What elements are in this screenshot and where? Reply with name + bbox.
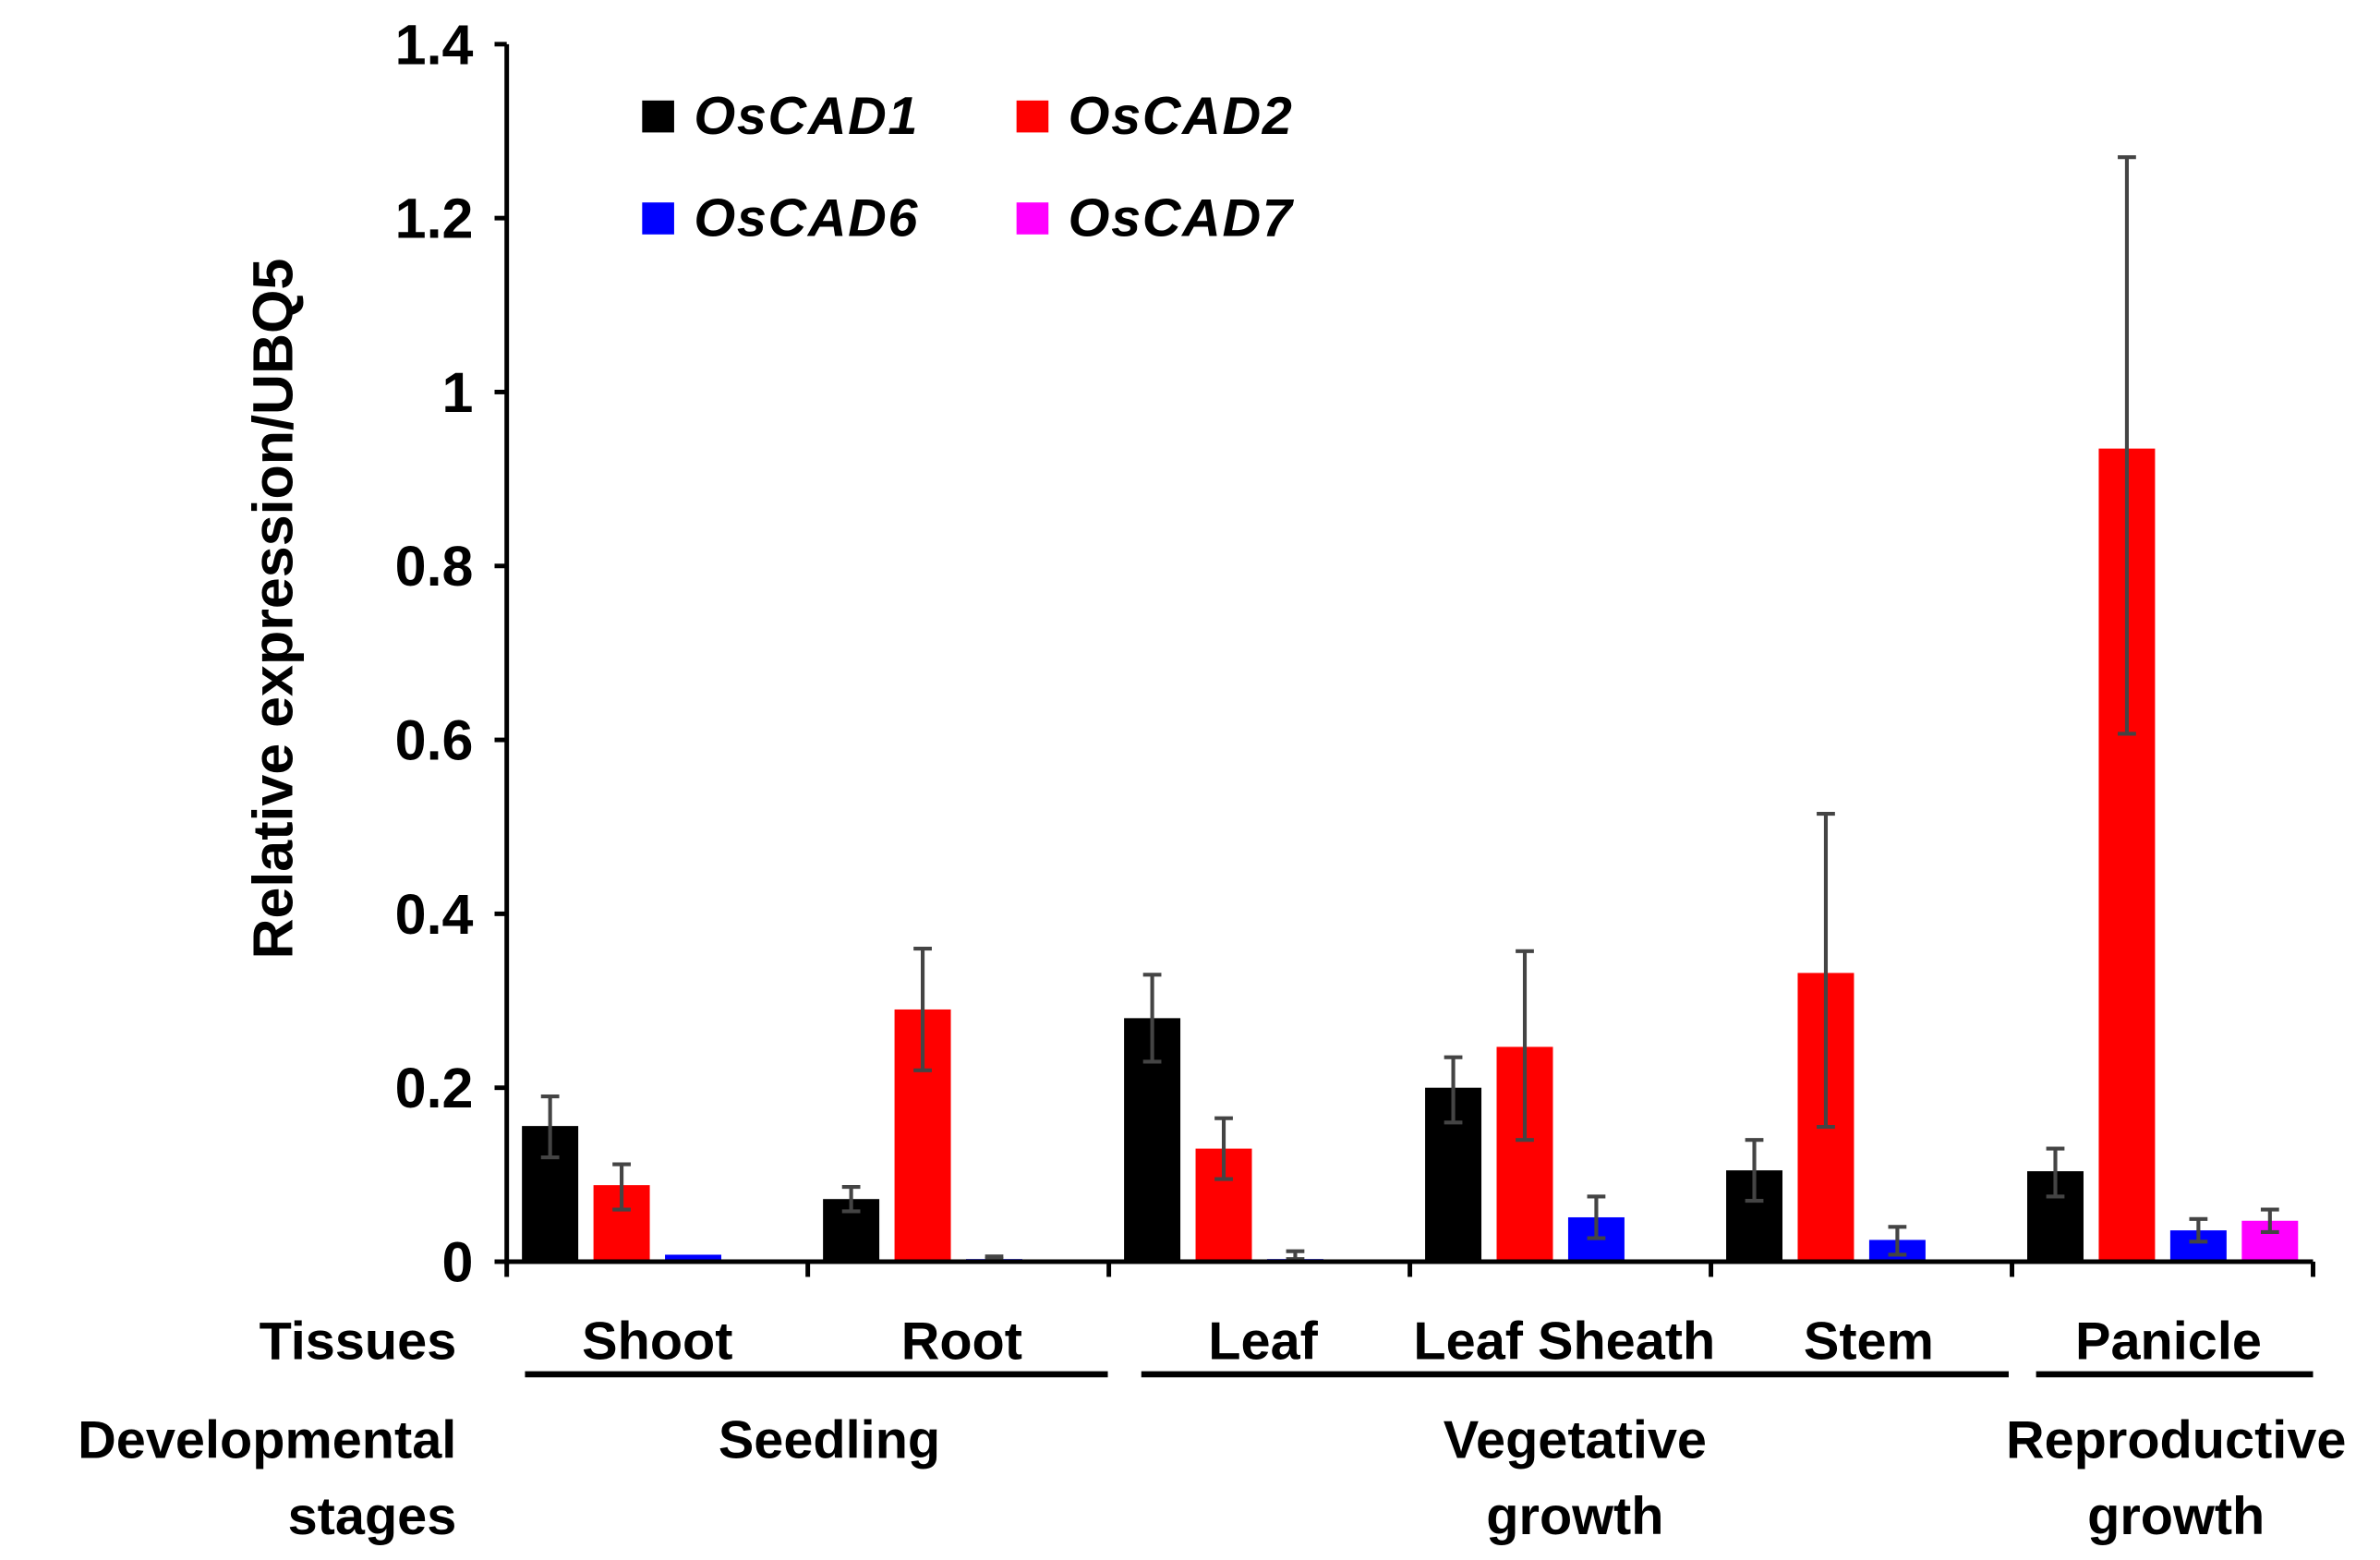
legend-swatch bbox=[1016, 100, 1049, 133]
legend-label: OsCAD7 bbox=[1069, 188, 1295, 248]
legend-label: OsCAD2 bbox=[1069, 87, 1294, 146]
y-axis: 0 0.2 0.4 0.6 0.8 1 1.2 1.4 bbox=[395, 13, 510, 1293]
stage-label: Seedling bbox=[719, 1411, 940, 1470]
x-axis bbox=[504, 1259, 2315, 1277]
category-labels: Shoot Root Leaf Leaf Sheath Stem Panicle Seedl… bbox=[525, 1312, 2346, 1546]
legend-label: OsCAD6 bbox=[694, 188, 919, 248]
y-tick-label: 1.4 bbox=[395, 13, 474, 76]
stage-label: Reproductive bbox=[2006, 1411, 2346, 1470]
tissue-label: Root bbox=[901, 1312, 1022, 1371]
tissue-label: Leaf Sheath bbox=[1413, 1312, 1715, 1371]
tissue-label: Leaf bbox=[1208, 1312, 1318, 1371]
tissue-label: Shoot bbox=[582, 1312, 732, 1371]
y-tick-label: 0.6 bbox=[395, 708, 474, 771]
y-tick-label: 1 bbox=[442, 361, 474, 424]
tissue-label: Panicle bbox=[2075, 1312, 2262, 1371]
tissue-label: Stem bbox=[1804, 1312, 1934, 1371]
legend-label: OsCAD1 bbox=[694, 87, 919, 146]
legend: OsCAD1 OsCAD2 OsCAD6 OsCAD7 bbox=[642, 87, 1295, 248]
y-tick-label: 0.8 bbox=[395, 535, 474, 598]
y-tick-label: 0 bbox=[442, 1230, 474, 1293]
stage-label: Vegetative bbox=[1444, 1411, 1707, 1470]
tissues-row-label: Tissues bbox=[260, 1312, 457, 1371]
y-tick-label: 0.4 bbox=[395, 883, 474, 946]
stages-row-label-line2: stages bbox=[288, 1487, 457, 1546]
bar-OsCAD6-Shoot bbox=[665, 1254, 722, 1262]
y-tick-label: 1.2 bbox=[395, 187, 474, 250]
stage-label-line2: growth bbox=[1486, 1487, 1663, 1546]
y-tick-label: 0.2 bbox=[395, 1057, 474, 1119]
legend-swatch bbox=[1016, 202, 1049, 235]
stages-row-label-line1: Developmental bbox=[78, 1411, 456, 1470]
y-axis-label: Relative expression/UBQ5 bbox=[241, 259, 304, 960]
stage-label-line2: growth bbox=[2087, 1487, 2265, 1546]
legend-swatch bbox=[642, 202, 674, 235]
legend-swatch bbox=[642, 100, 674, 133]
bars bbox=[522, 155, 2299, 1262]
